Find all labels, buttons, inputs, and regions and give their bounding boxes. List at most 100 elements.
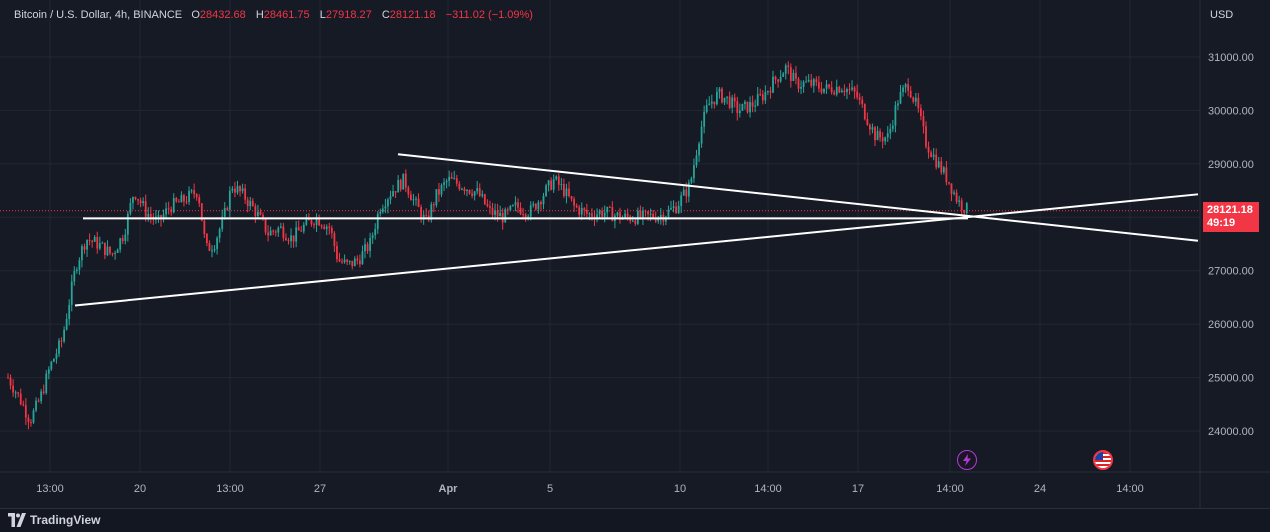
- candle: [935, 148, 938, 170]
- candle: [616, 211, 619, 218]
- candle: [435, 189, 438, 208]
- candle: [374, 223, 377, 240]
- candle: [922, 110, 925, 134]
- candle: [642, 206, 644, 225]
- chart-grid: [0, 0, 1270, 508]
- candle: [690, 176, 693, 185]
- candle: [529, 201, 532, 221]
- candle: [468, 189, 471, 195]
- candle: [560, 178, 563, 191]
- candle: [361, 245, 364, 265]
- candle: [659, 208, 662, 225]
- candle: [218, 227, 221, 243]
- candle: [784, 63, 787, 80]
- candle: [736, 96, 739, 121]
- currency-label[interactable]: USD: [1210, 9, 1234, 21]
- candle: [129, 198, 132, 216]
- candle: [453, 170, 456, 180]
- flash-event-icon[interactable]: [957, 450, 977, 470]
- candle: [369, 232, 371, 258]
- candle: [302, 222, 305, 234]
- time-tick-label: 20: [134, 483, 146, 495]
- candle: [749, 96, 751, 118]
- candle: [60, 337, 63, 348]
- symbol-legend: Bitcoin / U.S. Dollar, 4h, BINANCE O2843…: [14, 9, 540, 21]
- candle: [654, 211, 657, 223]
- candle: [269, 226, 272, 236]
- candle: [195, 193, 198, 201]
- candle: [555, 175, 558, 181]
- candle: [111, 252, 114, 257]
- ohlc-low-value: 27918.27: [325, 9, 372, 21]
- candle: [234, 181, 236, 198]
- candle: [257, 204, 259, 220]
- candle: [884, 136, 887, 145]
- candle: [960, 197, 963, 216]
- candle: [466, 189, 468, 197]
- tradingview-logo[interactable]: TradingView: [8, 513, 100, 527]
- candle: [830, 80, 833, 95]
- candle: [213, 245, 216, 253]
- candle: [285, 233, 287, 241]
- candle: [17, 391, 20, 398]
- candle: [825, 79, 828, 94]
- ohlc-close-key: C: [381, 9, 390, 21]
- candle: [177, 198, 180, 203]
- candle: [132, 196, 134, 210]
- candle: [942, 166, 945, 175]
- candle: [461, 187, 463, 191]
- trendline[interactable]: [397, 153, 1199, 242]
- candle: [476, 180, 479, 195]
- candle: [149, 206, 152, 224]
- candle: [193, 183, 196, 199]
- candle: [55, 348, 58, 364]
- candle: [851, 80, 853, 92]
- candle: [823, 88, 825, 94]
- trendlines[interactable]: [74, 153, 1199, 307]
- candle: [741, 103, 744, 111]
- candle: [336, 241, 338, 263]
- symbol-title: Bitcoin / U.S. Dollar, 4h, BINANCE: [14, 9, 183, 21]
- candle: [420, 204, 422, 223]
- candle: [425, 208, 428, 218]
- candle: [180, 191, 183, 203]
- candle: [904, 82, 907, 93]
- candle: [139, 197, 142, 208]
- candle: [323, 224, 326, 230]
- price-axis: 24000.0025000.0026000.0027000.0028000.00…: [1208, 52, 1254, 438]
- candle: [486, 199, 489, 208]
- candle: [902, 84, 904, 97]
- candle: [300, 225, 303, 232]
- candle: [782, 71, 785, 78]
- candle: [114, 250, 116, 260]
- candle: [833, 90, 836, 96]
- candle: [886, 126, 889, 142]
- price-tick-label: 27000.00: [1208, 266, 1254, 278]
- candle: [667, 205, 670, 219]
- candle: [231, 186, 234, 194]
- candle: [458, 180, 461, 191]
- candle: [512, 204, 514, 207]
- candle: [297, 220, 300, 231]
- candle: [606, 206, 609, 219]
- candle: [172, 193, 175, 214]
- price-chart[interactable]: 24000.0025000.0026000.0027000.0028000.00…: [0, 0, 1270, 508]
- us-flag-event-icon[interactable]: [1093, 450, 1113, 470]
- candle: [440, 183, 443, 198]
- candle: [672, 200, 675, 213]
- candle: [930, 150, 932, 158]
- candle: [953, 189, 955, 196]
- candle: [109, 246, 111, 256]
- candle: [506, 207, 509, 215]
- candle: [596, 208, 598, 223]
- candle: [527, 214, 530, 221]
- candle: [274, 229, 277, 237]
- trendline[interactable]: [74, 193, 1199, 307]
- candle: [292, 235, 295, 248]
- candle: [162, 209, 165, 223]
- candle: [687, 179, 690, 203]
- candle: [75, 267, 78, 274]
- candle: [644, 209, 647, 217]
- candle: [889, 123, 892, 140]
- candle: [570, 195, 573, 202]
